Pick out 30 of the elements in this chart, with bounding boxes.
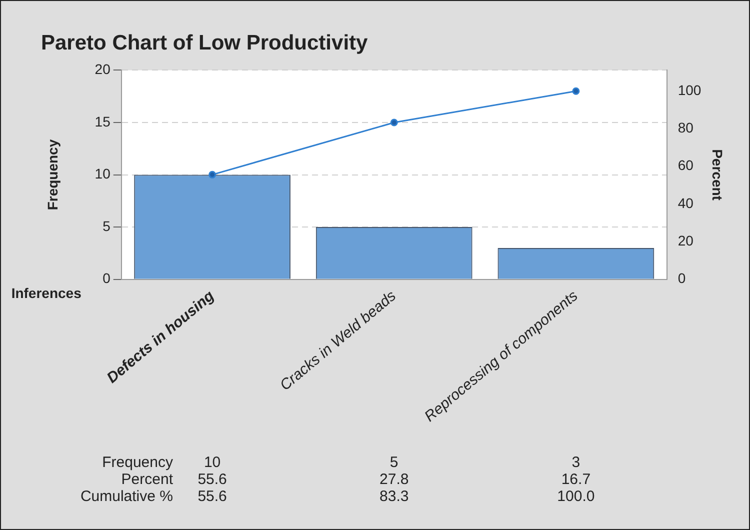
y-tick-label: 0 bbox=[102, 270, 111, 286]
y-tick-label: 5 bbox=[102, 218, 111, 234]
text: Frequency bbox=[102, 454, 174, 472]
x-axis-title: Inferences bbox=[11, 285, 82, 302]
y2-tick-label: 40 bbox=[678, 194, 694, 211]
text: 27.8 bbox=[380, 471, 409, 488]
y-axis-title: Frequency bbox=[44, 139, 60, 210]
y2-tick-label: 80 bbox=[678, 120, 694, 136]
text: Cumulative % bbox=[80, 488, 173, 506]
data-label: 55.6 bbox=[198, 488, 227, 506]
y2-tick-label: 20 bbox=[678, 232, 694, 249]
y2-tick-label: 0 bbox=[678, 270, 686, 286]
text: Percent bbox=[121, 471, 174, 488]
data-label: 83.3 bbox=[380, 488, 409, 506]
point bbox=[208, 170, 216, 178]
y2-axis-title: Percent bbox=[710, 149, 726, 201]
data-label: 10 bbox=[204, 454, 221, 472]
y-tick-label: 15 bbox=[94, 113, 111, 130]
y-tick-label: 10 bbox=[94, 166, 111, 182]
data-label: 3 bbox=[572, 454, 580, 472]
data-label: 5 bbox=[390, 454, 398, 472]
y2-tick-label: 60 bbox=[678, 157, 694, 174]
chart-title: Pareto Chart of Low Productivity bbox=[41, 31, 368, 54]
point bbox=[390, 118, 398, 126]
text: 16.7 bbox=[561, 471, 591, 488]
text: 55.6 bbox=[198, 471, 227, 488]
data-label: 100.0 bbox=[557, 488, 595, 506]
y2-tick-label: 100 bbox=[678, 82, 702, 98]
y-tick-label: 20 bbox=[94, 61, 111, 78]
point bbox=[572, 87, 580, 95]
